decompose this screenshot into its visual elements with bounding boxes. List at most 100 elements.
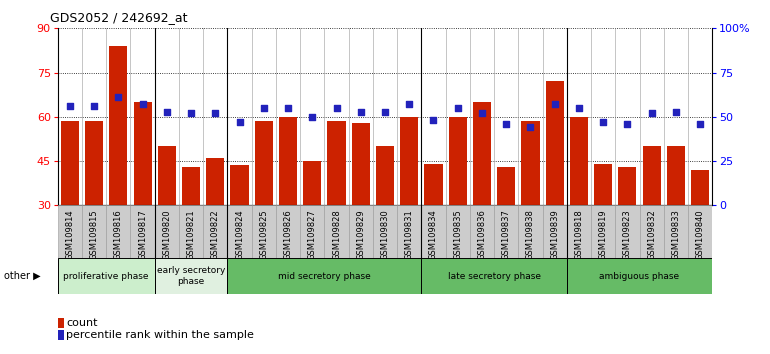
Point <box>233 119 246 125</box>
Bar <box>252 205 276 290</box>
Bar <box>279 117 297 205</box>
Bar <box>567 205 591 290</box>
Text: GSM109815: GSM109815 <box>89 210 99 260</box>
Bar <box>303 161 321 205</box>
Text: GSM109820: GSM109820 <box>162 210 172 260</box>
Text: GSM109836: GSM109836 <box>477 210 487 261</box>
Bar <box>349 205 373 290</box>
Text: early secretory
phase: early secretory phase <box>157 267 226 286</box>
Bar <box>276 205 300 290</box>
Point <box>136 102 149 107</box>
Text: GDS2052 / 242692_at: GDS2052 / 242692_at <box>50 11 188 24</box>
Point <box>355 109 367 114</box>
Bar <box>591 205 615 290</box>
Point <box>451 105 464 111</box>
Bar <box>227 258 421 294</box>
Bar <box>546 81 564 205</box>
Bar <box>373 205 397 290</box>
Bar <box>421 258 567 294</box>
Text: GSM109814: GSM109814 <box>65 210 75 260</box>
Text: GSM109827: GSM109827 <box>308 210 316 260</box>
Text: GSM109823: GSM109823 <box>623 210 632 260</box>
Bar <box>58 258 155 294</box>
Point <box>573 105 585 111</box>
Point <box>161 109 173 114</box>
Point <box>64 103 76 109</box>
Text: GSM109830: GSM109830 <box>380 210 390 260</box>
Text: GSM109828: GSM109828 <box>332 210 341 260</box>
Text: GSM109832: GSM109832 <box>647 210 656 260</box>
Text: GSM109825: GSM109825 <box>259 210 268 260</box>
Point <box>694 121 706 127</box>
Bar <box>521 121 540 205</box>
Text: proliferative phase: proliferative phase <box>63 272 149 281</box>
Bar <box>449 117 467 205</box>
Point <box>306 114 319 120</box>
Point <box>427 118 440 123</box>
Text: GSM109837: GSM109837 <box>502 210 511 261</box>
Text: GSM109824: GSM109824 <box>235 210 244 260</box>
Text: count: count <box>66 318 98 328</box>
Point <box>88 103 100 109</box>
Text: GSM109834: GSM109834 <box>429 210 438 260</box>
Bar <box>570 117 588 205</box>
Bar <box>206 158 224 205</box>
Bar <box>397 205 421 290</box>
Point <box>476 110 488 116</box>
Text: ambiguous phase: ambiguous phase <box>600 272 680 281</box>
Bar <box>182 167 200 205</box>
Bar <box>376 146 394 205</box>
Bar <box>203 205 227 290</box>
Text: late secretory phase: late secretory phase <box>447 272 541 281</box>
Bar <box>58 205 82 290</box>
Bar <box>667 146 685 205</box>
Point <box>403 102 415 107</box>
Bar <box>518 205 543 290</box>
Text: GSM109818: GSM109818 <box>574 210 584 260</box>
Point <box>645 110 658 116</box>
Text: GSM109829: GSM109829 <box>357 210 365 260</box>
Point <box>185 110 197 116</box>
Text: mid secretory phase: mid secretory phase <box>278 272 371 281</box>
Bar <box>179 205 203 290</box>
Point <box>258 105 270 111</box>
Point <box>379 109 391 114</box>
Bar <box>352 123 370 205</box>
Bar <box>497 167 515 205</box>
Bar <box>85 121 103 205</box>
Bar <box>642 146 661 205</box>
Text: GSM109840: GSM109840 <box>695 210 705 260</box>
Bar <box>327 121 346 205</box>
Text: GSM109835: GSM109835 <box>454 210 462 260</box>
Bar <box>400 117 418 205</box>
Bar <box>155 205 179 290</box>
Bar <box>473 102 491 205</box>
Bar <box>130 205 155 290</box>
Point <box>597 119 609 125</box>
Point <box>500 121 512 127</box>
Bar <box>424 164 443 205</box>
Bar <box>615 205 640 290</box>
Bar <box>230 166 249 205</box>
Bar <box>133 102 152 205</box>
Text: GSM109821: GSM109821 <box>186 210 196 260</box>
Point <box>524 125 537 130</box>
Bar <box>567 258 712 294</box>
Bar <box>691 170 709 205</box>
Text: GSM109839: GSM109839 <box>551 210 559 260</box>
Bar <box>446 205 470 290</box>
Point <box>209 110 222 116</box>
Point <box>670 109 682 114</box>
Bar <box>618 167 637 205</box>
Bar <box>300 205 324 290</box>
Point <box>282 105 294 111</box>
Text: GSM109822: GSM109822 <box>211 210 219 260</box>
Bar <box>158 146 176 205</box>
Bar <box>255 121 273 205</box>
Bar <box>109 46 128 205</box>
Text: GSM109833: GSM109833 <box>671 210 681 261</box>
Point <box>548 102 561 107</box>
Point <box>330 105 343 111</box>
Bar <box>594 164 612 205</box>
Bar <box>82 205 106 290</box>
